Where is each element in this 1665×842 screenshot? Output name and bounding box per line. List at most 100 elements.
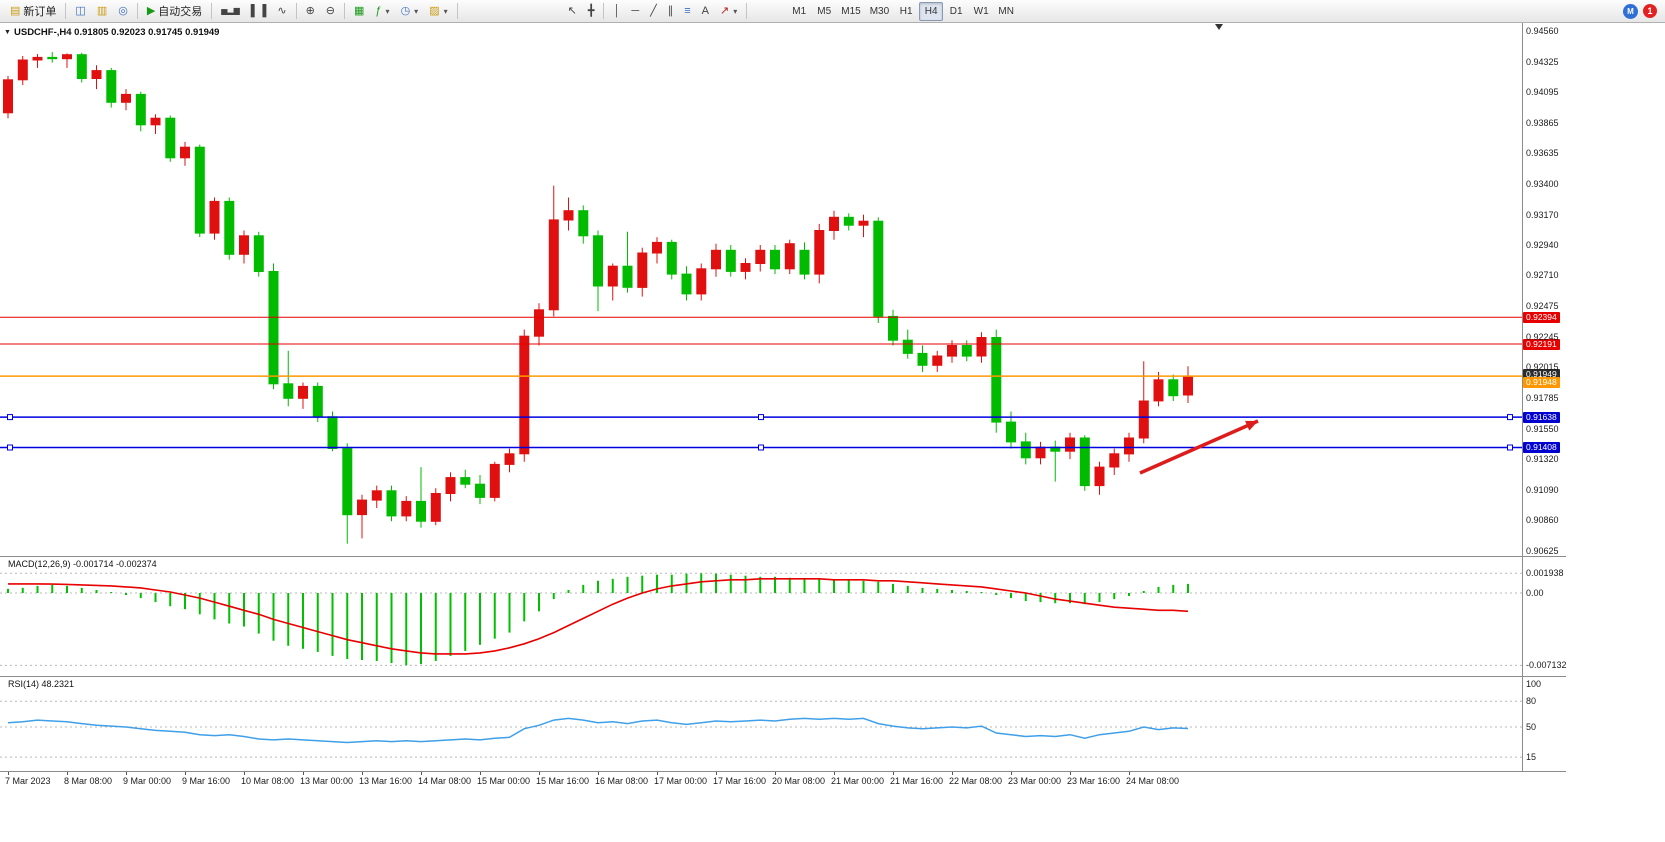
periods-button[interactable]: ◷ ▾: [396, 2, 424, 21]
time-label: 13 Mar 00:00: [300, 776, 354, 786]
channel-icon: ∥: [667, 4, 674, 17]
candlestick-button[interactable]: ▌▐: [246, 2, 272, 21]
price-tick: 0.91320: [1526, 454, 1559, 464]
candle-body: [770, 249, 780, 270]
time-tick: [775, 772, 776, 775]
time-tick: [716, 772, 717, 775]
time-tick: [539, 772, 540, 775]
candle-body: [386, 490, 397, 517]
horizontal-line-button[interactable]: ─: [626, 2, 644, 21]
time-label: 23 Mar 00:00: [1008, 776, 1062, 786]
time-tick: [480, 772, 481, 775]
metaeditor-button[interactable]: ◎: [113, 2, 133, 21]
vertical-line-button[interactable]: │: [608, 2, 625, 21]
candle-body: [268, 271, 279, 385]
rsi-tick: 15: [1526, 752, 1537, 762]
zoom-out-icon: ⊖: [325, 4, 336, 17]
one-click-trading-toggle[interactable]: ▼: [4, 29, 11, 36]
price-badge: 0.92394: [1523, 312, 1560, 323]
timeframe-button-M1[interactable]: M1: [787, 2, 811, 21]
candle-body: [165, 117, 176, 159]
hline-handle[interactable]: [7, 444, 13, 451]
hline-handle[interactable]: [758, 444, 764, 451]
time-axis[interactable]: 7 Mar 2023 8 Mar 08:00 9 Mar 00:00 9 Mar 16…: [0, 772, 1665, 792]
price-badge: 0.91948: [1523, 377, 1560, 388]
trendline-button[interactable]: ╱: [645, 2, 662, 21]
hline-handle[interactable]: [7, 414, 13, 421]
candle-body: [725, 249, 736, 272]
text-icon: A: [701, 4, 710, 17]
candle-body: [224, 200, 235, 255]
text-button[interactable]: A: [697, 2, 714, 21]
time-label: 7 Mar 2023: [5, 776, 51, 786]
tile-windows-button[interactable]: ▦: [349, 2, 369, 21]
line-chart-button[interactable]: ∿: [272, 2, 291, 21]
crosshair-button[interactable]: ╋: [583, 2, 600, 21]
chevron-down-icon: ▾: [733, 6, 738, 16]
timeframe-button-MN[interactable]: MN: [994, 2, 1018, 21]
hline-handle[interactable]: [758, 414, 764, 421]
toolbar-separator: [295, 3, 297, 19]
rsi-canvas[interactable]: [0, 677, 1522, 771]
templates-button[interactable]: ▨ ▾: [424, 2, 452, 21]
profiles-button[interactable]: ▥: [92, 2, 112, 21]
timeframe-button-W1[interactable]: W1: [969, 2, 993, 21]
timeframe-button-M15[interactable]: M15: [837, 2, 864, 21]
new-order-button[interactable]: ▤ 新订单: [5, 2, 61, 21]
candle-body: [1094, 466, 1105, 487]
candle-body: [253, 235, 264, 273]
candle-body: [607, 265, 618, 287]
fibonacci-icon: ≡: [684, 4, 691, 17]
price-scale-border: [1522, 23, 1523, 772]
time-label: 21 Mar 00:00: [831, 776, 885, 786]
hline-handle[interactable]: [1507, 444, 1513, 451]
profiles-icon: ▥: [96, 4, 108, 17]
bar-chart-button[interactable]: ▅▂▆: [216, 2, 244, 21]
time-label: 8 Mar 08:00: [64, 776, 113, 786]
auto-trading-button[interactable]: ▶ 自动交易: [142, 2, 207, 21]
time-label: 9 Mar 16:00: [182, 776, 231, 786]
timeframe-button-M5[interactable]: M5: [812, 2, 836, 21]
time-label: 16 Mar 08:00: [595, 776, 649, 786]
time-label: 24 Mar 08:00: [1126, 776, 1180, 786]
price-badge: 0.91408: [1523, 442, 1560, 453]
time-label: 21 Mar 16:00: [890, 776, 944, 786]
arrows-button[interactable]: ↗ ▾: [715, 2, 742, 21]
timeframe-button-H1[interactable]: H1: [894, 2, 918, 21]
candle-body: [711, 249, 721, 270]
macd-tick: 0.00: [1526, 588, 1544, 598]
panel-separator[interactable]: [0, 676, 1566, 677]
candle-body: [666, 241, 677, 275]
crosshair-icon: ╋: [587, 4, 595, 17]
panel-separator[interactable]: [0, 556, 1566, 557]
channel-button[interactable]: ∥: [663, 2, 679, 21]
cursor-button[interactable]: ↖: [563, 2, 582, 21]
new-chart-button[interactable]: ◫: [70, 2, 90, 21]
hline-0.91638[interactable]: [0, 414, 1522, 421]
arrow-annotation[interactable]: [1139, 419, 1259, 475]
hline-handle[interactable]: [1507, 414, 1513, 421]
timeframe-button-D1[interactable]: D1: [944, 2, 968, 21]
macd-tick: 0.001938: [1526, 568, 1564, 578]
candle-body: [371, 490, 382, 501]
candle-body: [829, 216, 839, 232]
price-tick: 0.94560: [1526, 26, 1559, 36]
zoom-out-button[interactable]: ⊖: [321, 2, 340, 21]
candle-body: [637, 252, 648, 288]
time-label: 9 Mar 00:00: [123, 776, 172, 786]
indicators-button[interactable]: ƒ ▾: [370, 2, 394, 21]
macd-tick: -0.007132: [1526, 660, 1567, 670]
candle-body: [3, 79, 13, 114]
timeframe-button-H4[interactable]: H4: [919, 1, 944, 21]
notification-badge[interactable]: 1: [1643, 4, 1657, 18]
price-badge: 0.91949: [1523, 369, 1560, 380]
community-icon[interactable]: M: [1623, 3, 1638, 19]
hline-0.91408[interactable]: [0, 444, 1522, 451]
zoom-in-button[interactable]: ⊕: [301, 2, 320, 21]
fibonacci-button[interactable]: ≡: [679, 2, 695, 21]
chart-shift-marker[interactable]: [1215, 24, 1223, 30]
macd-canvas[interactable]: [0, 557, 1522, 676]
timeframe-button-M30[interactable]: M30: [866, 2, 893, 21]
main-chart-canvas[interactable]: [0, 23, 1522, 556]
